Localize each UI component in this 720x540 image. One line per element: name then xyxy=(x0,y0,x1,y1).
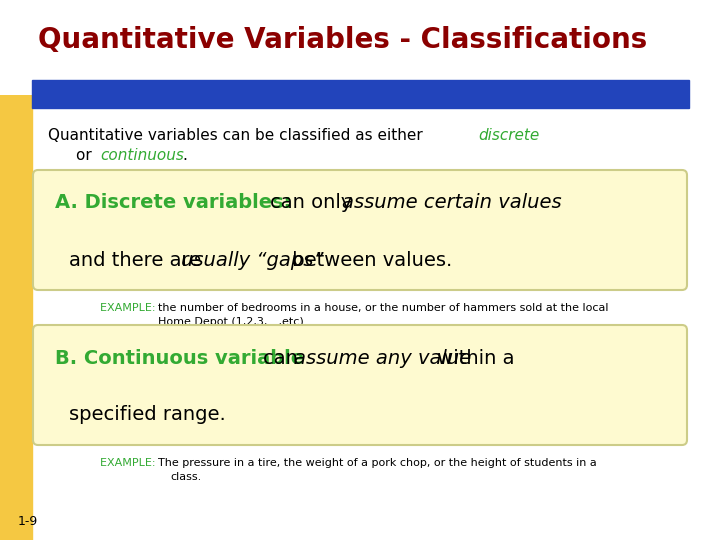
Bar xyxy=(32,80,689,108)
Text: .: . xyxy=(182,147,187,163)
Text: discrete: discrete xyxy=(478,127,539,143)
Text: assume any value: assume any value xyxy=(294,348,472,368)
Text: 1-9: 1-9 xyxy=(18,515,38,528)
FancyBboxPatch shape xyxy=(0,0,265,95)
Text: can only: can only xyxy=(270,193,359,213)
Text: between values.: between values. xyxy=(286,251,452,269)
Text: assume certain values: assume certain values xyxy=(342,193,562,213)
Text: the number of bedrooms in a house, or the number of hammers sold at the local: the number of bedrooms in a house, or th… xyxy=(158,303,608,313)
Text: specified range.: specified range. xyxy=(69,406,226,424)
Text: Home Depot (1,2,3,…,etc).: Home Depot (1,2,3,…,etc). xyxy=(158,317,307,327)
FancyBboxPatch shape xyxy=(33,170,687,290)
Text: class.: class. xyxy=(170,472,202,482)
Text: The pressure in a tire, the weight of a pork chop, or the height of students in : The pressure in a tire, the weight of a … xyxy=(158,458,597,468)
Text: and there are: and there are xyxy=(69,251,207,269)
Text: or: or xyxy=(76,147,96,163)
Text: continuous: continuous xyxy=(100,147,184,163)
Text: B. Continuous variable: B. Continuous variable xyxy=(55,348,311,368)
Text: Quantitative variables can be classified as either: Quantitative variables can be classified… xyxy=(48,127,428,143)
Text: A. Discrete variables:: A. Discrete variables: xyxy=(55,193,298,213)
Bar xyxy=(0,0,32,540)
Text: EXAMPLE:: EXAMPLE: xyxy=(100,303,159,313)
Text: usually “gaps”: usually “gaps” xyxy=(181,251,323,269)
Text: can: can xyxy=(263,348,304,368)
Text: within a: within a xyxy=(431,348,515,368)
Text: Quantitative Variables - Classifications: Quantitative Variables - Classifications xyxy=(38,26,647,54)
Text: EXAMPLE:: EXAMPLE: xyxy=(100,458,159,468)
FancyBboxPatch shape xyxy=(33,325,687,445)
